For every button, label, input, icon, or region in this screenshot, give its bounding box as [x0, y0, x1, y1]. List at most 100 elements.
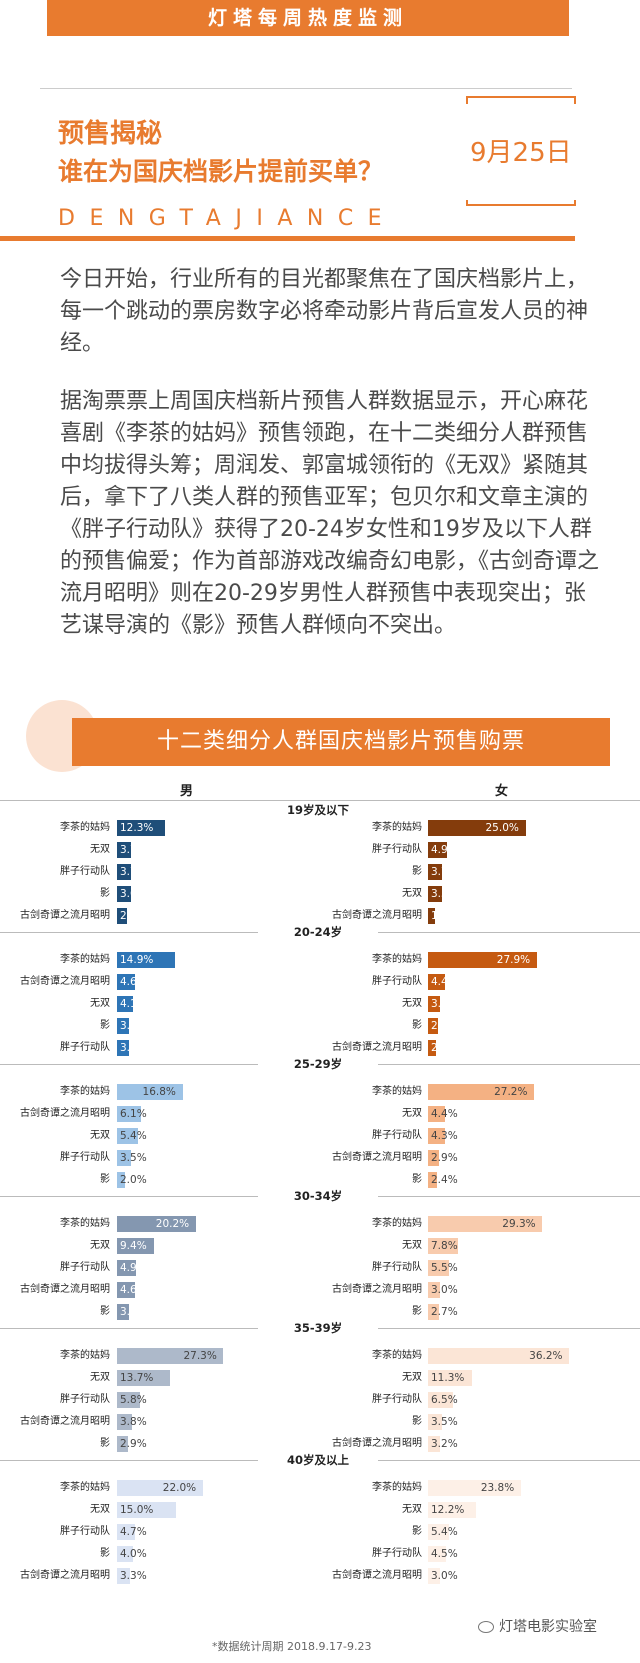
female-bar — [428, 1282, 440, 1298]
intro-paragraph-1: 今日开始，行业所有的目光都聚焦在了国庆档影片上，每一个跳动的票房数字必将牵动影片… — [60, 267, 589, 356]
female-movie-label: 影 — [412, 1174, 422, 1185]
female-value-label: 4.4% — [431, 976, 458, 988]
male-bar — [117, 1282, 135, 1298]
male-movie-label: 影 — [100, 888, 110, 899]
male-bar — [117, 1304, 129, 1320]
female-bar — [428, 996, 441, 1012]
male-movie-label: 李茶的姑妈 — [60, 1482, 110, 1493]
female-movie-label: 胖子行动队 — [372, 976, 422, 987]
male-value-label: 14.9% — [120, 954, 154, 966]
male-value-label: 3.5% — [120, 1152, 147, 1164]
female-movie-label: 古剑奇谭之流月昭明 — [332, 910, 422, 921]
pinyin-text: DENGTAJIANCE — [58, 206, 403, 231]
female-movie-label: 无双 — [402, 1372, 422, 1383]
male-bar — [117, 1546, 133, 1562]
female-value-label: 4.3% — [431, 1130, 458, 1142]
female-bar — [428, 1348, 570, 1364]
group-label: 20-24岁 — [258, 925, 378, 939]
male-bar — [117, 1084, 183, 1100]
male-bar — [117, 1106, 141, 1122]
male-header: 男 — [180, 784, 194, 799]
male-bar — [117, 974, 135, 990]
male-value-label: 4.6% — [120, 976, 147, 988]
male-movie-label: 古剑奇谭之流月昭明 — [20, 1416, 110, 1427]
female-movie-label: 胖子行动队 — [372, 1262, 422, 1273]
male-bar — [117, 886, 132, 902]
male-value-label: 4.1% — [120, 998, 147, 1010]
male-movie-label: 胖子行动队 — [60, 1526, 110, 1537]
female-bar — [428, 1128, 445, 1144]
top-banner: 灯塔每周热度监测 — [47, 0, 569, 36]
issue-date: 9月25日 — [470, 138, 572, 168]
female-bar — [428, 952, 537, 968]
group-label: 40岁及以上 — [258, 1453, 378, 1467]
female-value-label: 12.2% — [431, 1504, 465, 1516]
female-movie-label: 李茶的姑妈 — [372, 1482, 422, 1493]
female-bar — [428, 1260, 450, 1276]
male-bar — [117, 1480, 203, 1496]
male-movie-label: 影 — [100, 1020, 110, 1031]
male-bar — [117, 1568, 130, 1584]
male-bar — [117, 1502, 176, 1518]
female-bar — [428, 1238, 459, 1254]
group-separator — [0, 800, 640, 801]
male-value-label: 6.1% — [120, 1108, 147, 1120]
female-movie-label: 李茶的姑妈 — [372, 954, 422, 965]
male-value-label: 3.7% — [120, 866, 147, 878]
male-bar — [117, 1414, 132, 1430]
male-movie-label: 无双 — [90, 1240, 110, 1251]
date-frame-gap — [440, 104, 580, 200]
female-value-label: 3.0% — [431, 1570, 458, 1582]
female-value-label: 4.9% — [431, 844, 458, 856]
male-bar — [117, 1348, 224, 1364]
male-bar — [117, 1172, 125, 1188]
pinyin-underline — [0, 236, 575, 241]
female-value-label: 2.4% — [431, 1174, 458, 1186]
male-movie-label: 无双 — [90, 1372, 110, 1383]
female-bar — [428, 820, 526, 836]
male-bar — [117, 842, 132, 858]
female-value-label: 2.5% — [431, 1020, 458, 1032]
male-value-label: 16.8% — [142, 1086, 176, 1098]
male-movie-label: 影 — [100, 1174, 110, 1185]
male-value-label: 3.7% — [120, 844, 147, 856]
female-bar — [428, 1040, 437, 1056]
female-movie-label: 无双 — [402, 1504, 422, 1515]
female-movie-label: 古剑奇谭之流月昭明 — [332, 1438, 422, 1449]
female-value-label: 3.0% — [431, 1284, 458, 1296]
female-movie-label: 胖子行动队 — [372, 1548, 422, 1559]
male-value-label: 5.8% — [120, 1394, 147, 1406]
male-movie-label: 古剑奇谭之流月昭明 — [20, 1108, 110, 1119]
male-movie-label: 胖子行动队 — [60, 1262, 110, 1273]
headline-title: 预售揭秘 — [58, 119, 163, 149]
female-value-label: 3.2% — [431, 1438, 458, 1450]
footnote: *数据统计周期 2018.9.17-9.23 — [212, 1640, 372, 1653]
female-movie-label: 李茶的姑妈 — [372, 822, 422, 833]
male-bar — [117, 1524, 136, 1540]
female-bar — [428, 1568, 440, 1584]
female-bar — [428, 1084, 535, 1100]
male-movie-label: 影 — [100, 1306, 110, 1317]
group-label: 25-29岁 — [258, 1057, 378, 1071]
female-value-label: 5.5% — [431, 1262, 458, 1274]
male-value-label: 12.3% — [120, 822, 154, 834]
male-value-label: 13.7% — [120, 1372, 154, 1384]
female-bar — [428, 1370, 473, 1386]
male-bar — [117, 1436, 129, 1452]
hero-divider — [40, 88, 572, 89]
female-movie-label: 无双 — [402, 888, 422, 899]
intro-paragraph-2: 据淘票票上周国庆档新片预售人群数据显示，开心麻花喜剧《李茶的姑妈》预售领跑，在十… — [60, 389, 600, 638]
male-value-label: 3.3% — [120, 1570, 147, 1582]
male-value-label: 3.6% — [120, 888, 147, 900]
male-value-label: 20.2% — [155, 1218, 190, 1230]
female-value-label: 23.8% — [480, 1482, 515, 1494]
male-bar — [117, 1128, 139, 1144]
female-value-label: 1.8% — [431, 910, 458, 922]
male-movie-label: 胖子行动队 — [60, 1394, 110, 1405]
female-movie-label: 影 — [412, 1526, 422, 1537]
female-bar — [428, 1172, 438, 1188]
male-bar — [117, 1150, 131, 1166]
male-movie-label: 古剑奇谭之流月昭明 — [20, 1570, 110, 1581]
male-movie-label: 无双 — [90, 1130, 110, 1141]
male-movie-label: 无双 — [90, 1504, 110, 1515]
